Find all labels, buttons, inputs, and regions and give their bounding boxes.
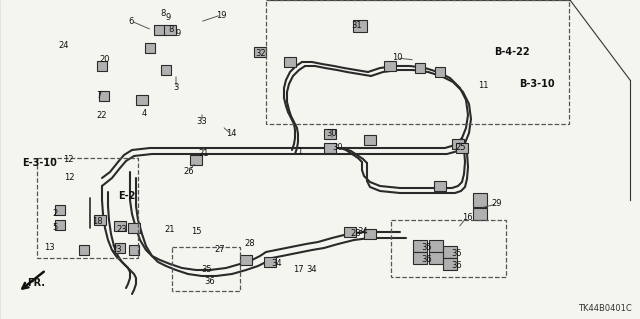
Bar xyxy=(443,258,457,270)
Text: 9: 9 xyxy=(165,13,171,23)
Text: 14: 14 xyxy=(226,130,236,138)
Text: 36: 36 xyxy=(422,255,433,263)
Text: 28: 28 xyxy=(351,228,362,238)
Text: 17: 17 xyxy=(292,265,303,275)
Text: E-3-10: E-3-10 xyxy=(22,158,57,168)
Bar xyxy=(415,63,425,73)
Bar xyxy=(114,221,126,231)
Text: 21: 21 xyxy=(164,225,175,234)
Text: 2: 2 xyxy=(52,209,58,218)
Text: 30: 30 xyxy=(326,129,337,137)
Bar xyxy=(266,0,569,124)
Bar xyxy=(364,135,376,145)
Text: 31: 31 xyxy=(352,21,362,31)
Text: 1: 1 xyxy=(298,147,303,157)
Bar xyxy=(384,61,396,71)
Bar xyxy=(154,25,166,35)
Text: 12: 12 xyxy=(63,155,73,165)
Bar xyxy=(129,245,139,255)
Bar xyxy=(413,252,427,264)
Bar xyxy=(99,91,109,101)
Bar xyxy=(55,220,65,230)
Bar xyxy=(324,143,336,153)
Text: 19: 19 xyxy=(216,11,227,19)
Bar xyxy=(452,139,464,149)
Text: B-4-22: B-4-22 xyxy=(494,47,530,57)
Text: 35: 35 xyxy=(202,264,212,273)
Bar xyxy=(413,240,427,252)
Bar xyxy=(97,61,107,71)
Bar xyxy=(145,43,155,53)
Text: FR.: FR. xyxy=(27,278,45,288)
Bar xyxy=(364,229,376,239)
Text: 29: 29 xyxy=(492,199,502,209)
Text: 11: 11 xyxy=(477,81,488,91)
Bar xyxy=(79,245,89,255)
Text: 32: 32 xyxy=(256,48,266,57)
Text: 28: 28 xyxy=(244,239,255,248)
Bar xyxy=(264,257,276,267)
Text: 3: 3 xyxy=(173,84,179,93)
Text: 13: 13 xyxy=(44,242,54,251)
Text: 6: 6 xyxy=(128,17,134,26)
Bar xyxy=(429,240,443,252)
Text: 24: 24 xyxy=(59,41,69,49)
Text: 4: 4 xyxy=(141,108,147,117)
Text: 5: 5 xyxy=(52,224,58,233)
Text: 15: 15 xyxy=(191,226,201,235)
Text: 8: 8 xyxy=(168,25,173,33)
Bar xyxy=(473,193,487,207)
Text: 34: 34 xyxy=(358,226,368,235)
Text: 10: 10 xyxy=(392,54,403,63)
Bar xyxy=(55,205,65,215)
Text: 9: 9 xyxy=(175,29,180,39)
Text: 12: 12 xyxy=(64,174,74,182)
Text: 23: 23 xyxy=(116,225,127,234)
Bar xyxy=(37,158,138,258)
Bar xyxy=(473,208,487,220)
Text: 34: 34 xyxy=(307,265,317,275)
Text: 33: 33 xyxy=(196,117,207,127)
Text: 23: 23 xyxy=(112,246,122,255)
Text: 34: 34 xyxy=(272,258,282,268)
Text: 35: 35 xyxy=(452,249,462,258)
Bar xyxy=(136,95,148,105)
Bar xyxy=(435,67,445,77)
Bar xyxy=(429,252,443,264)
Bar xyxy=(324,129,336,139)
Bar xyxy=(254,47,266,57)
Text: 30: 30 xyxy=(333,143,343,152)
Bar xyxy=(172,247,240,291)
Text: 20: 20 xyxy=(100,56,110,64)
Text: 18: 18 xyxy=(92,218,102,226)
Bar xyxy=(94,215,106,225)
Bar xyxy=(240,255,252,265)
Text: 36: 36 xyxy=(205,277,216,286)
Text: 26: 26 xyxy=(184,167,195,175)
Bar xyxy=(353,20,367,32)
Text: 25: 25 xyxy=(456,143,467,152)
Bar xyxy=(115,243,125,253)
Text: 7: 7 xyxy=(96,92,102,100)
Text: 16: 16 xyxy=(461,212,472,221)
Text: TK44B0401C: TK44B0401C xyxy=(579,304,632,313)
Text: E-2: E-2 xyxy=(118,191,136,201)
Bar xyxy=(190,155,202,165)
Text: 22: 22 xyxy=(97,112,108,121)
Bar xyxy=(164,25,176,35)
Bar xyxy=(391,220,506,277)
Text: 8: 8 xyxy=(160,9,166,18)
Text: 36: 36 xyxy=(452,261,462,270)
Bar xyxy=(161,65,171,75)
Bar xyxy=(344,227,356,237)
Bar xyxy=(128,223,140,233)
Text: B-3-10: B-3-10 xyxy=(519,79,555,89)
Text: 21: 21 xyxy=(199,149,209,158)
Bar xyxy=(284,57,296,67)
Bar xyxy=(443,246,457,258)
Bar xyxy=(456,143,468,153)
Bar xyxy=(434,181,446,191)
Text: 27: 27 xyxy=(214,246,225,255)
Text: 35: 35 xyxy=(422,242,432,251)
